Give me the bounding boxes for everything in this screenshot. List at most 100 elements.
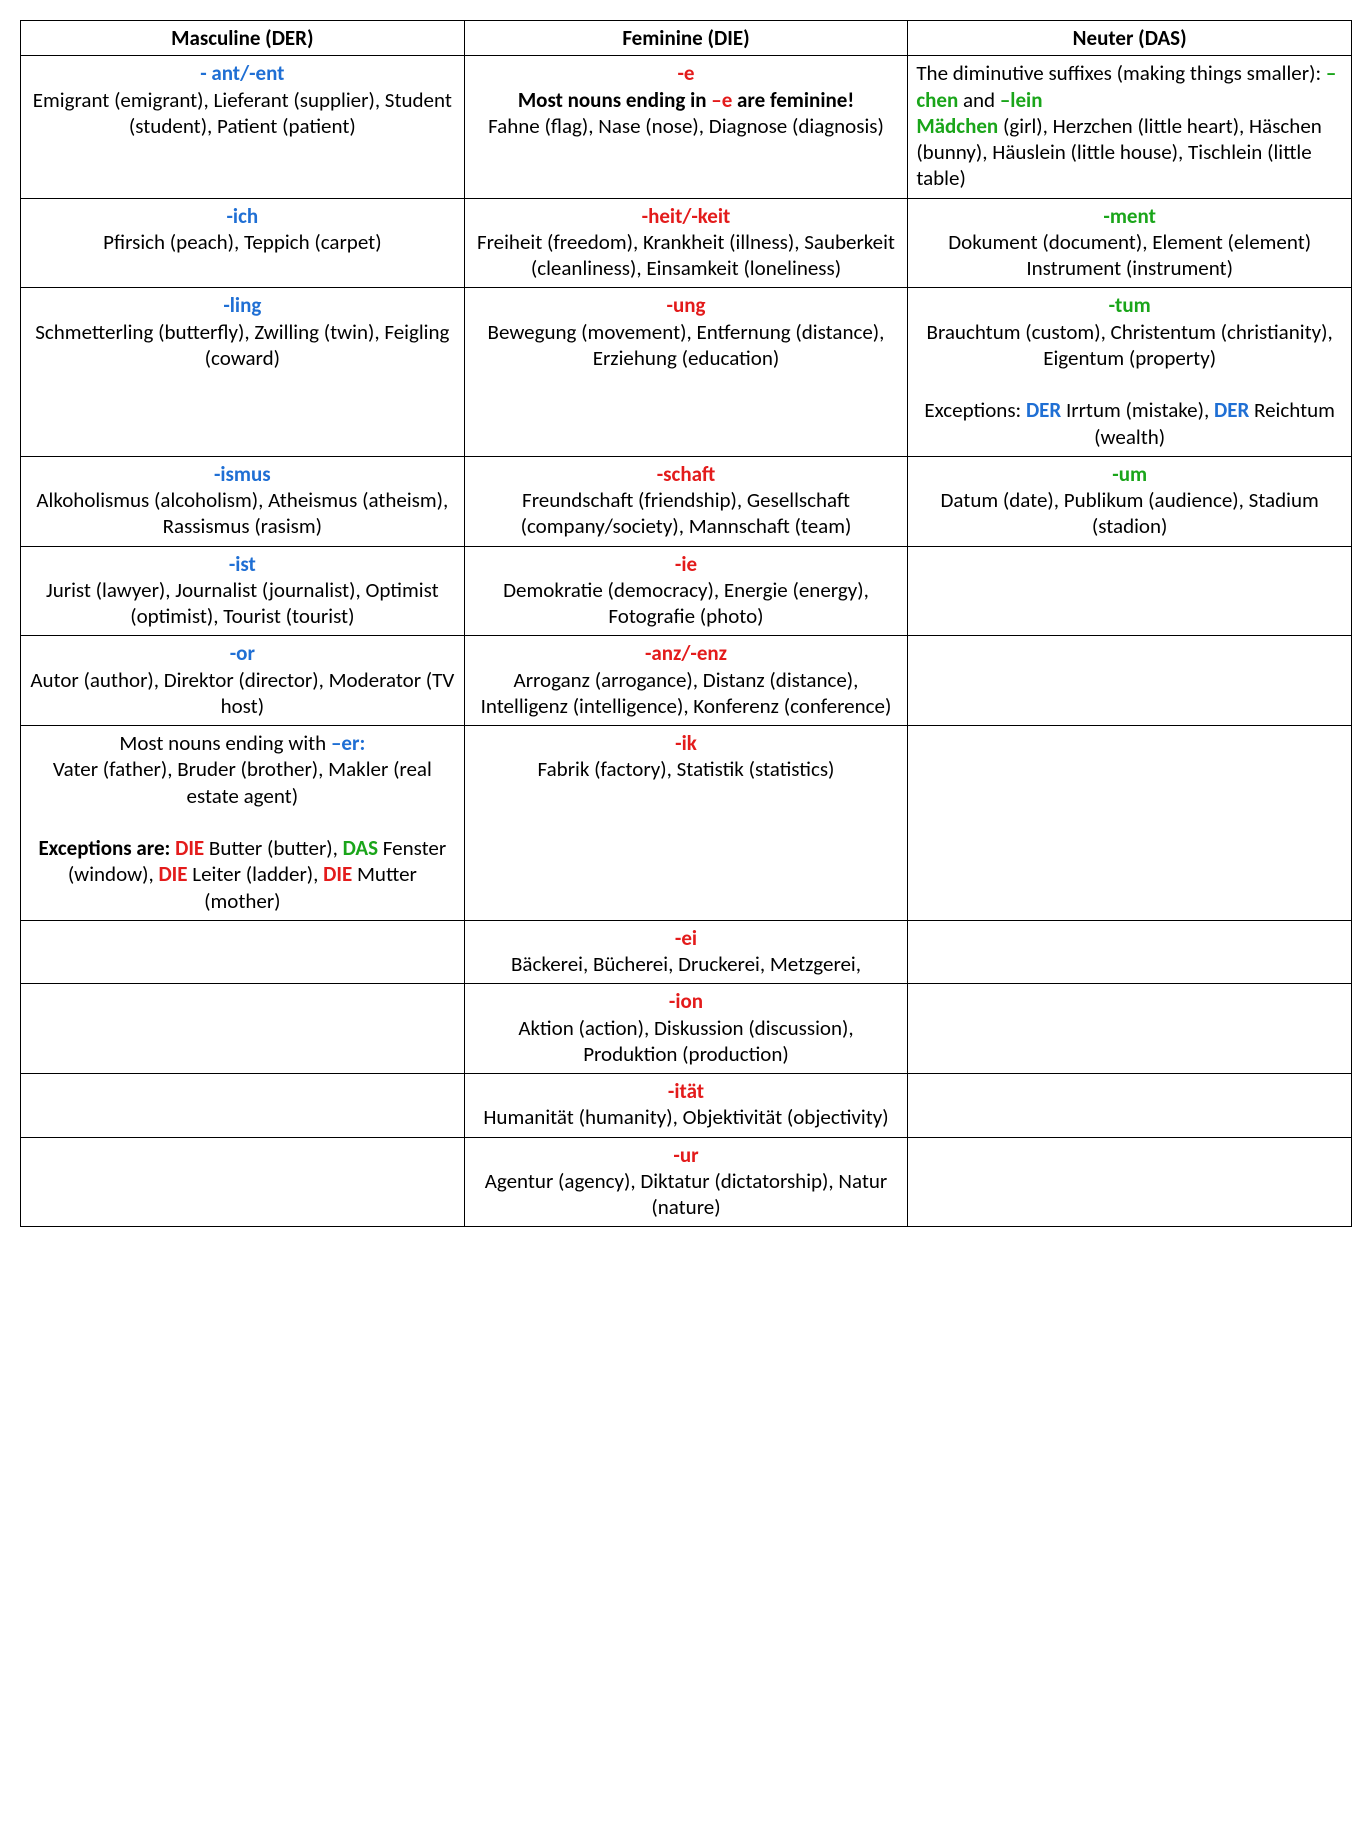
suffix-label: -schaft	[473, 461, 900, 487]
text-run: Dokument (document), Element (element) I…	[948, 229, 1311, 281]
suffix-label: -um	[916, 461, 1343, 487]
cell-body-text: Jurist (lawyer), Journalist (journalist)…	[46, 577, 439, 629]
text-run: Exceptions are:	[38, 835, 175, 861]
suffix-label: -or	[29, 640, 456, 666]
text-run: Autor (author), Direktor (director), Mod…	[30, 667, 454, 719]
suffix-label: -ling	[29, 292, 456, 318]
text-run: Butter (butter),	[204, 835, 342, 861]
suffix-label: -ion	[473, 988, 900, 1014]
cell-body-text: Datum (date), Publikum (audience), Stadi…	[941, 487, 1319, 539]
header-masculine: Masculine (DER)	[21, 21, 465, 56]
text-run: Bäckerei, Bücherei, Druckerei, Metzgerei…	[511, 951, 861, 977]
table-cell-neuter: -tumBrauchtum (custom), Christentum (chr…	[908, 288, 1352, 457]
table-cell-feminine: -urAgentur (agency), Diktatur (dictators…	[464, 1137, 908, 1227]
table-cell-feminine: -ikFabrik (factory), Statistik (statisti…	[464, 726, 908, 921]
table-cell-neuter	[908, 1074, 1352, 1138]
table-cell-masculine	[21, 1074, 465, 1138]
text-run: Bewegung (movement), Entfernung (distanc…	[488, 319, 885, 371]
cell-body-text: Agentur (agency), Diktatur (dictatorship…	[485, 1168, 887, 1220]
table-cell-masculine	[21, 920, 465, 984]
table-row: -ichPfirsich (peach), Teppich (carpet) -h…	[21, 198, 1352, 288]
cell-body-text: Humanität (humanity), Objektivität (obje…	[483, 1104, 888, 1130]
suffix-label: -ei	[473, 925, 900, 951]
text-run: Arroganz (arrogance), Distanz (distance)…	[481, 667, 892, 719]
table-cell-neuter	[908, 984, 1352, 1074]
text-run: Emigrant (emigrant), Lieferant (supplier…	[33, 87, 452, 139]
text-run: are feminine!	[732, 87, 854, 113]
cell-body-text: Dokument (document), Element (element) I…	[948, 229, 1311, 281]
text-run: Vater (father), Bruder (brother), Makler…	[53, 756, 432, 808]
text-run: –lein	[1000, 87, 1043, 113]
table-cell-neuter: -mentDokument (document), Element (eleme…	[908, 198, 1352, 288]
cell-body-text: Bewegung (movement), Entfernung (distanc…	[488, 319, 885, 371]
table-cell-feminine: -ionAktion (action), Diskussion (discuss…	[464, 984, 908, 1074]
table-cell-masculine: -lingSchmetterling (butterfly), Zwilling…	[21, 288, 465, 457]
text-run: and	[958, 87, 1000, 113]
text-run: Humanität (humanity), Objektivität (obje…	[483, 1104, 888, 1130]
table-row: Most nouns ending with –er:Vater (father…	[21, 726, 1352, 921]
text-run: DER	[1214, 397, 1249, 423]
suffix-label: -ich	[29, 203, 456, 229]
text-run: The diminutive suffixes (making things s…	[916, 60, 1326, 86]
table-cell-neuter	[908, 636, 1352, 726]
text-run: Fahne (flag), Nase (nose), Diagnose (dia…	[488, 113, 884, 139]
suffix-label: -ismus	[29, 461, 456, 487]
text-run: Most nouns ending in	[518, 87, 711, 113]
table-row: -orAutor (author), Direktor (director), …	[21, 636, 1352, 726]
table-cell-neuter	[908, 1137, 1352, 1227]
table-cell-neuter	[908, 920, 1352, 984]
cell-body-text: Arroganz (arrogance), Distanz (distance)…	[481, 667, 892, 719]
text-run: Pfirsich (peach), Teppich (carpet)	[103, 229, 382, 255]
text-run: Leiter (ladder),	[188, 861, 324, 887]
table-cell-masculine: -ismusAlkoholismus (alcoholism), Atheism…	[21, 456, 465, 546]
cell-body-text: Freundschaft (friendship), Gesellschaft …	[521, 487, 852, 539]
text-run: DIE	[323, 861, 352, 887]
table-cell-neuter: The diminutive suffixes (making things s…	[908, 56, 1352, 198]
suffix-label: -heit/-keit	[473, 203, 900, 229]
cell-body-text: Fabrik (factory), Statistik (statistics)	[538, 756, 835, 782]
cell-body-text: Most nouns ending with –er:Vater (father…	[38, 730, 446, 914]
text-run: Alkoholismus (alcoholism), Atheismus (at…	[36, 487, 448, 539]
table-cell-feminine: -ieDemokratie (democracy), Energie (ener…	[464, 546, 908, 636]
table-row: -itätHumanität (humanity), Objektivität …	[21, 1074, 1352, 1138]
table-cell-masculine: -istJurist (lawyer), Journalist (journal…	[21, 546, 465, 636]
table-cell-feminine: -anz/-enzArroganz (arrogance), Distanz (…	[464, 636, 908, 726]
table-cell-feminine: -ungBewegung (movement), Entfernung (dis…	[464, 288, 908, 457]
suffix-label: -ie	[473, 551, 900, 577]
table-cell-masculine	[21, 1137, 465, 1227]
table-cell-masculine: Most nouns ending with –er:Vater (father…	[21, 726, 465, 921]
text-run: Schmetterling (butterfly), Zwilling (twi…	[35, 319, 449, 371]
cell-body-text: Freiheit (freedom), Krankheit (illness),…	[477, 229, 895, 281]
text-run: DER	[1026, 397, 1061, 423]
text-run: Agentur (agency), Diktatur (dictatorship…	[485, 1168, 887, 1220]
text-run: Brauchtum (custom), Christentum (christi…	[927, 319, 1333, 371]
text-run: Aktion (action), Diskussion (discussion)…	[518, 1015, 853, 1067]
text-run: Freiheit (freedom), Krankheit (illness),…	[477, 229, 895, 281]
cell-body-text: The diminutive suffixes (making things s…	[916, 60, 1336, 191]
suffix-label: -ik	[473, 730, 900, 756]
table-cell-masculine: - ant/-entEmigrant (emigrant), Lieferant…	[21, 56, 465, 198]
suffix-label: -ur	[473, 1142, 900, 1168]
table-row: -istJurist (lawyer), Journalist (journal…	[21, 546, 1352, 636]
table-cell-neuter	[908, 546, 1352, 636]
text-run: DIE	[158, 861, 187, 887]
table-cell-feminine: -itätHumanität (humanity), Objektivität …	[464, 1074, 908, 1138]
text-run: Most nouns ending with	[119, 730, 331, 756]
cell-body-text: Most nouns ending in –e are feminine!Fah…	[488, 87, 884, 139]
text-run: Exceptions:	[924, 397, 1026, 423]
table-cell-feminine: -schaftFreundschaft (friendship), Gesell…	[464, 456, 908, 546]
table-row: -urAgentur (agency), Diktatur (dictators…	[21, 1137, 1352, 1227]
table-row: - ant/-entEmigrant (emigrant), Lieferant…	[21, 56, 1352, 198]
cell-body-text: Emigrant (emigrant), Lieferant (supplier…	[33, 87, 452, 139]
cell-body-text: Aktion (action), Diskussion (discussion)…	[518, 1015, 853, 1067]
text-run: DIE	[175, 835, 204, 861]
table-cell-masculine: -orAutor (author), Direktor (director), …	[21, 636, 465, 726]
suffix-label: -e	[473, 60, 900, 86]
text-run: Mädchen	[916, 113, 998, 139]
text-run: Irrtum (mistake),	[1061, 397, 1214, 423]
table-cell-feminine: -eMost nouns ending in –e are feminine!F…	[464, 56, 908, 198]
suffix-label: - ant/-ent	[29, 60, 456, 86]
table-row: -lingSchmetterling (butterfly), Zwilling…	[21, 288, 1352, 457]
cell-body-text: Bäckerei, Bücherei, Druckerei, Metzgerei…	[511, 951, 861, 977]
suffix-label: -anz/-enz	[473, 640, 900, 666]
